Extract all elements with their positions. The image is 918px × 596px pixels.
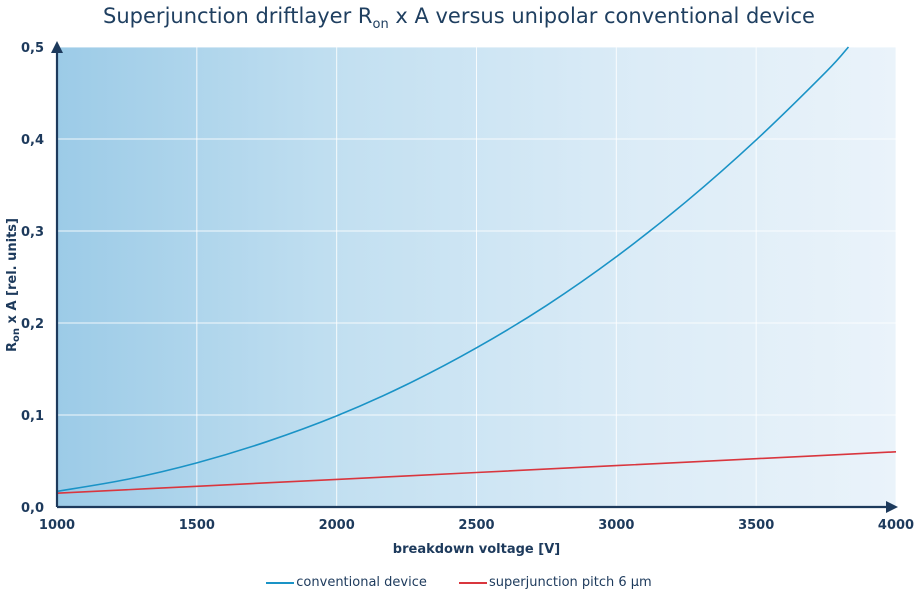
legend-item-superjunction: superjunction pitch 6 µm [459,575,652,590]
x-tick-label: 2000 [319,518,355,533]
x-tick-label: 2500 [458,518,494,533]
y-tick-label: 0,3 [21,225,44,240]
x-axis-label: breakdown voltage [V] [393,542,560,557]
legend-item-conventional: conventional device [266,575,427,590]
y-tick-label: 0,1 [21,409,44,424]
legend-swatch-conventional [266,581,295,584]
x-tick-label: 1000 [39,518,75,533]
series-group [56,46,897,494]
y-tick-label: 0,2 [21,317,44,332]
legend-label-conventional: conventional device [296,575,427,590]
x-tick-label: 1500 [179,518,215,533]
y-tick-label: 0,5 [21,41,44,56]
series-line-0 [56,46,850,493]
y-axis-label: Ron x A [rel. units] [5,218,22,352]
grid [57,46,897,507]
x-tick-label: 3000 [598,518,634,533]
x-axis-arrow [886,501,898,513]
y-tick-label: 0,0 [21,501,44,516]
legend-label-superjunction: superjunction pitch 6 µm [489,575,652,590]
tick-labels: 1000 1500 2000 2500 3000 3500 4000 0,0 0,1 0,2 0,3… [21,41,914,533]
axes [51,41,898,513]
series-line-1 [56,451,897,494]
x-tick-label: 4000 [878,518,914,533]
y-tick-label: 0,4 [21,133,44,148]
legend-swatch-superjunction [459,581,488,584]
legend: conventional device superjunction pitch … [0,575,918,590]
x-tick-label: 3500 [738,518,774,533]
y-axis-arrow [51,41,63,53]
chart-title: Superjunction driftlayer Ron x A versus … [103,4,815,33]
